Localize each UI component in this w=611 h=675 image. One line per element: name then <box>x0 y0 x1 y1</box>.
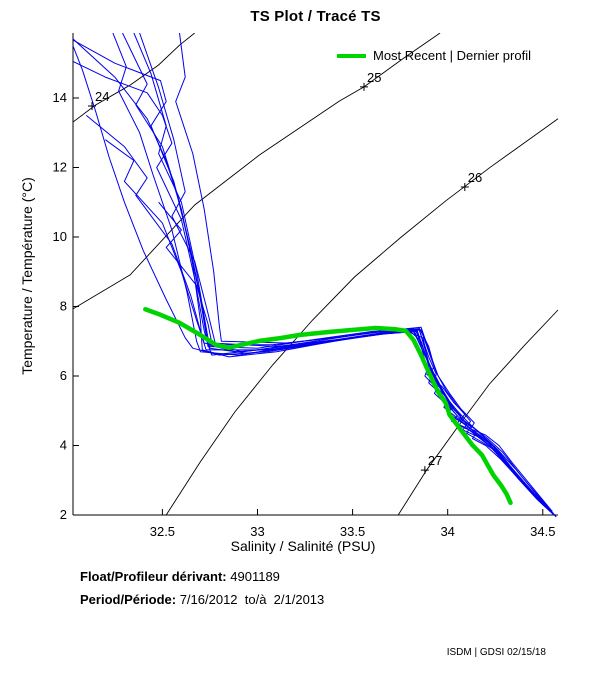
isopycnal-line <box>73 33 441 310</box>
legend: Most Recent | Dernier profil <box>337 48 531 63</box>
float-id-value: 4901189 <box>226 569 280 584</box>
x-tick-label: 32.5 <box>150 524 175 539</box>
profile-line <box>175 33 553 512</box>
y-tick-label: 6 <box>60 368 67 383</box>
isopycnal-line <box>397 309 559 516</box>
page-title: TS Plot / Tracé TS <box>250 8 381 25</box>
profile-line <box>73 38 557 517</box>
credit-stamp: ISDM | GDSI 02/15/18 <box>446 647 546 658</box>
profile-line <box>158 201 555 516</box>
x-axis-label: Salinity / Salinité (PSU) <box>230 538 376 554</box>
isopycnal-line <box>165 118 559 516</box>
x-tick-label: 33.5 <box>340 524 365 539</box>
isopycnal-label: 24 <box>95 89 109 104</box>
most-recent-legend-line-icon <box>337 53 366 58</box>
contour-plus-marker <box>360 82 368 91</box>
y-axis-label: Temperature / Température (°C) <box>19 177 35 375</box>
y-tick-label: 12 <box>53 159 67 174</box>
float-id-label: Float/Profileur dérivant: <box>80 569 227 584</box>
y-tick-label: 14 <box>53 90 67 105</box>
isopycnal-label: 25 <box>367 70 381 85</box>
y-tick-label: 2 <box>60 507 67 522</box>
profile-line <box>105 139 555 516</box>
profile-line <box>73 61 551 512</box>
x-tick-label: 34.5 <box>530 524 555 539</box>
isopycnal-line <box>73 33 195 123</box>
isopycnal-label: 27 <box>428 453 442 468</box>
x-tick-label: 33 <box>250 524 264 539</box>
y-tick-label: 10 <box>53 229 67 244</box>
x-tick-label: 34 <box>440 524 454 539</box>
period-value: 7/16/2012 to/à 2/1/2013 <box>176 592 325 607</box>
contour-plus-marker <box>460 182 469 191</box>
contour-plus-marker <box>420 466 429 475</box>
y-tick-label: 4 <box>60 437 67 452</box>
y-tick-label: 8 <box>60 298 67 313</box>
profile-line <box>139 33 557 517</box>
period-label: Period/Période: <box>80 592 177 607</box>
period-line: Period/Période: 7/16/2012 to/à 2/1/2013 <box>80 592 324 607</box>
isopycnal-label: 26 <box>468 170 482 185</box>
most-recent-profile-line <box>143 307 513 506</box>
float-id-line: Float/Profileur dérivant: 4901189 <box>80 569 280 584</box>
legend-label: Most Recent | Dernier profil <box>373 48 531 63</box>
profile-line <box>133 33 555 516</box>
contour-plus-marker <box>88 101 97 110</box>
profile-line <box>85 115 553 514</box>
